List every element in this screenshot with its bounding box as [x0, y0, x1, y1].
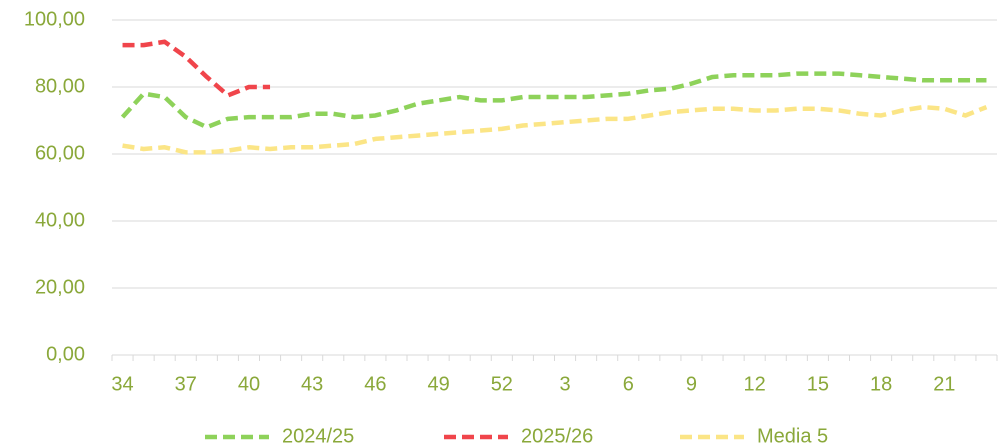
x-tick-label: 21 — [933, 373, 955, 395]
legend-label: 2025/26 — [521, 425, 593, 447]
x-tick-label: 3 — [559, 373, 570, 395]
series-line — [122, 39, 271, 98]
x-tick-label: 43 — [301, 373, 323, 395]
y-tick-label: 80,00 — [35, 75, 85, 97]
y-tick-label: 60,00 — [35, 142, 85, 164]
x-tick-label: 34 — [111, 373, 133, 395]
x-tick-label: 12 — [744, 373, 766, 395]
legend-label: 2024/25 — [282, 425, 354, 447]
x-tick-label: 46 — [364, 373, 386, 395]
x-tick-label: 18 — [870, 373, 892, 395]
x-tick-label: 15 — [807, 373, 829, 395]
y-tick-label: 40,00 — [35, 209, 85, 231]
x-tick-label: 9 — [686, 373, 697, 395]
x-tick-label: 49 — [427, 373, 449, 395]
x-tick-label: 37 — [175, 373, 197, 395]
series-line — [120, 71, 987, 130]
y-tick-label: 0,00 — [46, 343, 85, 365]
x-tick-label: 6 — [623, 373, 634, 395]
legend-label: Media 5 — [757, 425, 828, 447]
y-tick-label: 20,00 — [35, 276, 85, 298]
y-tick-label: 100,00 — [24, 8, 85, 30]
x-tick-label: 40 — [238, 373, 260, 395]
x-tick-label: 52 — [491, 373, 513, 395]
series-line — [122, 104, 988, 155]
